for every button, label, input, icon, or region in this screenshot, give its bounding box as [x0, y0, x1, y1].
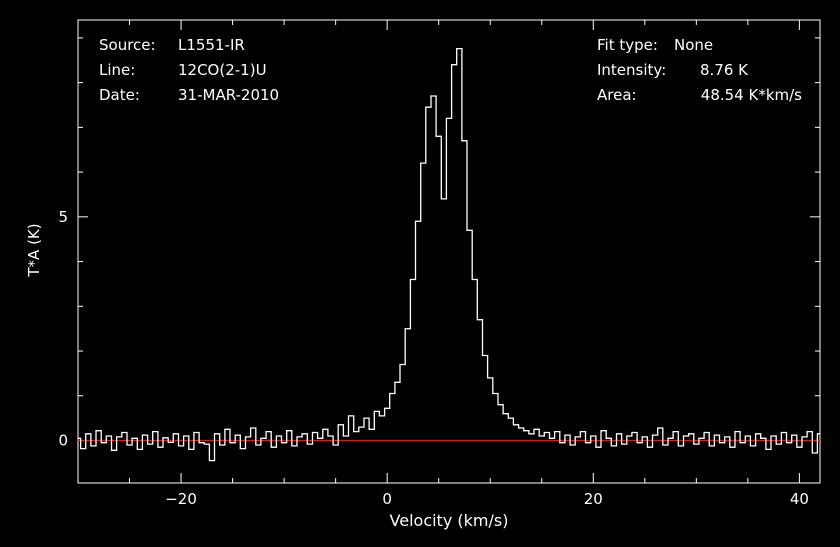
- y-axis-label-text: T*A (K): [25, 223, 43, 277]
- intensity-label: Intensity:: [597, 61, 666, 79]
- x-axis-label: Velocity (km/s): [390, 511, 509, 530]
- intensity-value: 8.76 K: [700, 61, 749, 79]
- line-label: Line:: [99, 61, 135, 79]
- line-value: 12CO(2-1)U: [178, 61, 267, 79]
- date-label: Date:: [99, 86, 140, 104]
- area-label: Area:: [597, 86, 637, 104]
- y-axis-label: T*A (K): [25, 223, 43, 277]
- source-label: Source:: [99, 36, 156, 54]
- fit-type-label: Fit type:: [597, 36, 658, 54]
- axis-tick-labels: −20 0 20 40 0 5: [58, 208, 808, 508]
- header-right: Fit type: None Intensity: 8.76 K Area: 4…: [597, 36, 802, 104]
- y-tick-label: 0: [58, 432, 68, 450]
- plot-frame: [77, 19, 821, 484]
- x-tick-label: −20: [165, 490, 197, 508]
- fit-type-value: None: [674, 36, 713, 54]
- y-tick-label: 5: [58, 208, 68, 226]
- spectrum-series-line: [78, 47, 820, 462]
- source-value: L1551-IR: [178, 36, 245, 54]
- x-tick-label: 40: [790, 490, 809, 508]
- area-value: 48.54 K*km/s: [701, 86, 802, 104]
- date-value: 31-MAR-2010: [178, 86, 279, 104]
- header-left: Source: L1551-IR Line: 12CO(2-1)U Date: …: [99, 36, 279, 104]
- axis-ticks: [77, 20, 820, 483]
- x-tick-label: 20: [584, 490, 603, 508]
- x-tick-label: 0: [382, 490, 392, 508]
